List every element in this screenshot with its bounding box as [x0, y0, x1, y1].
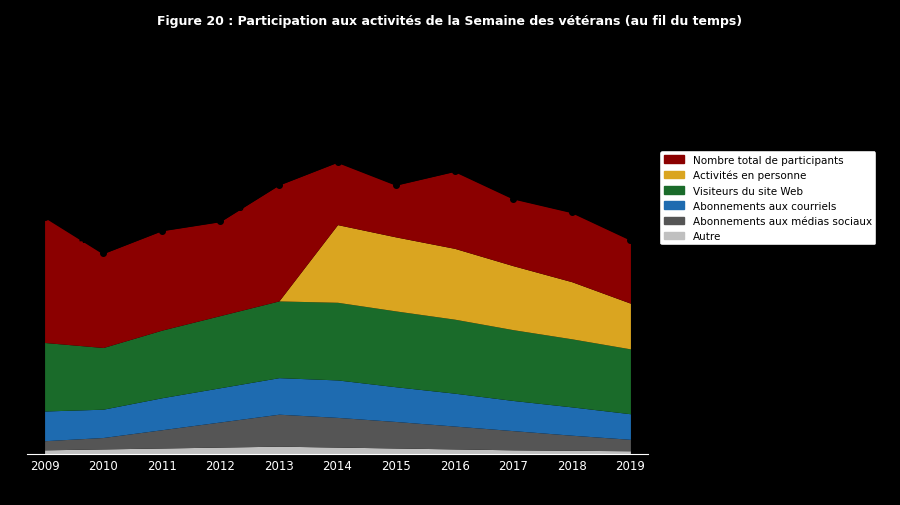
Text: 560 000: 560 000 [490, 179, 536, 189]
Text: 520 000: 520 000 [21, 198, 68, 208]
Text: 470 000: 470 000 [607, 221, 654, 230]
Text: 590 000: 590 000 [256, 166, 302, 176]
Text: 510 000: 510 000 [197, 203, 244, 212]
Text: 490 000: 490 000 [139, 212, 185, 221]
Text: Figure 20 : Participation aux activités de la Semaine des vétérans (au fil du te: Figure 20 : Participation aux activités … [158, 15, 742, 28]
Text: 530 000: 530 000 [548, 193, 596, 203]
Text: 620 000: 620 000 [431, 152, 478, 162]
Legend: Nombre total de participants, Activités en personne, Visiteurs du site Web, Abon: Nombre total de participants, Activités … [660, 151, 876, 246]
Text: 440 000: 440 000 [79, 234, 127, 244]
Text: 590 000: 590 000 [373, 166, 419, 176]
Text: 640 000: 640 000 [314, 143, 361, 153]
